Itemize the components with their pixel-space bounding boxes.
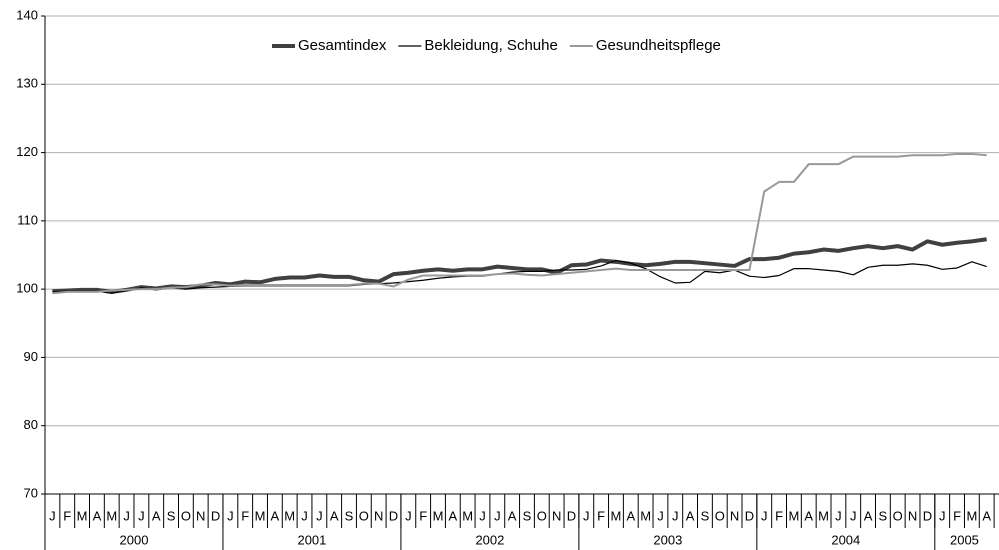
x-tick-label: J: [583, 508, 590, 523]
x-tick-label: J: [49, 508, 56, 523]
x-tick-label: J: [301, 508, 308, 523]
x-tick-label: M: [462, 508, 473, 523]
x-tick-label: S: [879, 508, 888, 523]
x-tick-label: D: [211, 508, 220, 523]
y-tick-label: 90: [24, 349, 38, 364]
x-tick-label: A: [982, 508, 991, 523]
x-tick-label: M: [106, 508, 117, 523]
x-tick-label: M: [284, 508, 295, 523]
x-tick-label: J: [494, 508, 501, 523]
x-tick-label: J: [138, 508, 145, 523]
y-tick-label: 140: [16, 7, 38, 22]
x-tick-label: A: [330, 508, 339, 523]
x-tick-label: J: [761, 508, 768, 523]
y-tick-label: 110: [17, 212, 38, 227]
x-tick-label: M: [966, 508, 977, 523]
y-tick-label: 100: [16, 281, 38, 296]
x-tick-label: A: [93, 508, 102, 523]
series-line: [52, 259, 987, 294]
x-tick-label: M: [255, 508, 266, 523]
x-tick-label: A: [152, 508, 161, 523]
x-tick-label: F: [419, 508, 427, 523]
x-tick-label: J: [657, 508, 664, 523]
x-tick-label: F: [63, 508, 71, 523]
y-tick-label: 130: [16, 76, 38, 91]
x-tick-label: A: [626, 508, 635, 523]
x-tick-label: J: [939, 508, 946, 523]
x-tick-label: S: [701, 508, 710, 523]
x-tick-label: O: [181, 508, 191, 523]
x-tick-label: O: [715, 508, 725, 523]
x-tick-label: M: [640, 508, 651, 523]
x-tick-label: J: [316, 508, 323, 523]
x-tick-label: F: [597, 508, 605, 523]
x-tick-label: A: [271, 508, 280, 523]
x-tick-label: M: [788, 508, 799, 523]
legend-label: Gesundheitspflege: [596, 37, 721, 54]
y-tick-label: 70: [24, 485, 38, 500]
year-label: 2001: [297, 532, 326, 547]
x-tick-label: J: [405, 508, 412, 523]
x-tick-label: J: [672, 508, 679, 523]
year-label: 2003: [653, 532, 682, 547]
x-tick-label: A: [508, 508, 517, 523]
x-tick-label: S: [523, 508, 532, 523]
series-line: [52, 152, 987, 295]
x-tick-label: D: [923, 508, 932, 523]
x-tick-label: J: [479, 508, 486, 523]
x-tick-label: F: [775, 508, 783, 523]
year-label: 2002: [475, 532, 504, 547]
x-tick-label: D: [745, 508, 754, 523]
x-tick-label: N: [552, 508, 561, 523]
x-tick-label: J: [227, 508, 234, 523]
x-tick-label: N: [196, 508, 205, 523]
x-tick-label: M: [433, 508, 444, 523]
x-tick-label: O: [359, 508, 369, 523]
y-tick-label: 80: [24, 417, 38, 432]
x-tick-label: N: [908, 508, 917, 523]
x-tick-label: O: [893, 508, 903, 523]
x-tick-label: A: [864, 508, 873, 523]
x-tick-label: J: [123, 508, 130, 523]
x-tick-label: N: [374, 508, 383, 523]
year-label: 2004: [831, 532, 860, 547]
x-tick-label: F: [241, 508, 249, 523]
series-line: [52, 237, 987, 294]
x-tick-label: D: [567, 508, 576, 523]
x-tick-label: M: [611, 508, 622, 523]
x-tick-label: A: [686, 508, 695, 523]
x-tick-label: A: [448, 508, 457, 523]
year-label: 2005: [950, 532, 979, 547]
year-label: 2000: [120, 532, 149, 547]
legend-label: Bekleidung, Schuhe: [424, 37, 557, 54]
x-tick-label: F: [953, 508, 961, 523]
x-tick-label: S: [345, 508, 354, 523]
x-tick-label: J: [835, 508, 842, 523]
x-tick-label: S: [167, 508, 176, 523]
x-tick-label: D: [389, 508, 398, 523]
x-tick-label: M: [77, 508, 88, 523]
x-tick-label: N: [730, 508, 739, 523]
legend-label: Gesamtindex: [298, 37, 387, 54]
x-tick-label: A: [804, 508, 813, 523]
x-tick-label: J: [850, 508, 857, 523]
x-tick-label: O: [537, 508, 547, 523]
x-tick-label: M: [818, 508, 829, 523]
y-tick-label: 120: [16, 144, 38, 159]
